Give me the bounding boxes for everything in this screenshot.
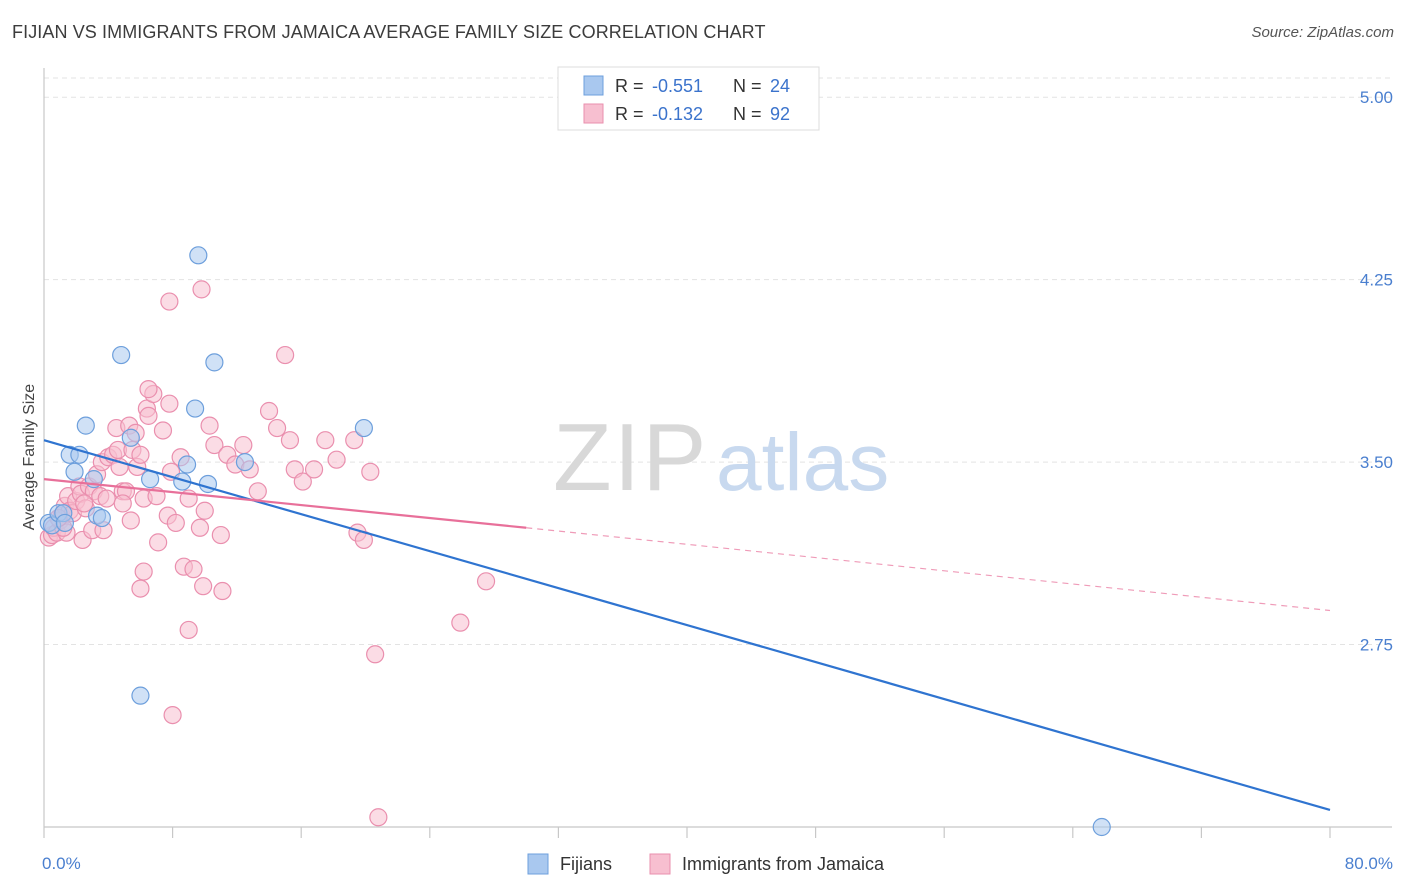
legend-r-value: -0.132: [652, 104, 703, 124]
x-tick-label-start: 0.0%: [42, 854, 81, 873]
x-tick-marks: [43, 827, 1331, 838]
jamaica-point: [113, 494, 132, 513]
legend-n-value: 24: [770, 76, 790, 96]
jamaica-point: [276, 345, 295, 365]
jamaica-point: [200, 416, 219, 435]
legend-n-label: N =: [733, 104, 767, 124]
fijian-point: [55, 513, 74, 533]
fijian-point: [354, 418, 373, 438]
jamaica-trend-line: [43, 478, 527, 529]
watermark-atlas: atlas: [716, 417, 889, 508]
jamaica-point: [195, 501, 214, 520]
fijian-point: [186, 399, 205, 418]
y-tick-label: 5.00: [1360, 88, 1393, 107]
fijian-point: [177, 455, 197, 474]
jamaica-point: [293, 472, 312, 491]
jamaica-point: [205, 435, 224, 455]
chart-source: Source: ZipAtlas.com: [1251, 24, 1394, 41]
fijian-point: [92, 508, 111, 528]
fijian-point: [1092, 817, 1111, 837]
jamaica-point: [476, 572, 496, 591]
jamaica-point: [211, 525, 230, 545]
jamaica-point: [280, 431, 300, 450]
legend-swatch-jamaica: [583, 103, 604, 124]
legend-swatch-fijians: [583, 75, 604, 96]
legend-bottom-swatch-fijians: [527, 853, 549, 875]
legend-bottom-label-jamaica: Immigrants from Jamaica: [682, 854, 885, 874]
y-tick-label: 2.75: [1360, 636, 1393, 655]
y-tick-label: 4.25: [1360, 271, 1393, 290]
jamaica-point: [160, 292, 179, 311]
jamaica-point: [192, 280, 211, 299]
legend-bottom: Fijians Immigrants from Jamaica: [527, 853, 885, 875]
jamaica-point: [139, 406, 158, 425]
jamaica-point: [267, 418, 287, 438]
jamaica-point: [75, 494, 94, 513]
fijian-point: [76, 416, 95, 435]
scatter-points: [39, 246, 1111, 837]
y-tick-label: 3.50: [1360, 453, 1393, 472]
jamaica-point: [131, 579, 150, 598]
jamaica-point: [369, 808, 388, 827]
x-tick-label-end: 80.0%: [1345, 854, 1393, 873]
y-tick-labels: 2.75 3.50 4.25 5.00: [1360, 88, 1393, 654]
jamaica-point: [179, 620, 198, 640]
jamaica-trend-extension: [526, 527, 1331, 612]
legend-r-label: R =: [615, 104, 649, 124]
legend-n-value: 92: [770, 104, 790, 124]
jamaica-point: [149, 533, 168, 552]
jamaica-point: [166, 513, 185, 533]
fijian-point: [131, 686, 150, 705]
legend-r-label: R =: [615, 76, 649, 96]
fijian-point: [189, 246, 208, 265]
jamaica-point: [361, 462, 380, 481]
fijian-point: [112, 345, 131, 365]
jamaica-point: [327, 450, 346, 469]
jamaica-point: [234, 435, 253, 455]
jamaica-point: [316, 431, 335, 450]
jamaica-point: [366, 645, 385, 664]
y-axis-title: Average Family Size: [21, 384, 38, 531]
jamaica-point: [97, 489, 116, 508]
jamaica-point: [160, 394, 179, 413]
fijian-point: [205, 353, 224, 372]
jamaica-point: [259, 401, 279, 421]
jamaica-point: [163, 705, 182, 725]
jamaica-point: [451, 613, 470, 632]
legend-bottom-label-fijians: Fijians: [560, 854, 612, 874]
fijian-point: [121, 428, 140, 447]
jamaica-point: [134, 562, 153, 581]
grid-layer: [44, 77, 1392, 646]
legend-top: R = -0.551 N = 24 R = -0.132 N = 92: [557, 66, 820, 131]
watermark-zip: ZIP: [553, 404, 708, 511]
trend-lines: [43, 439, 1331, 812]
jamaica-point: [139, 380, 158, 399]
jamaica-point: [248, 482, 267, 501]
jamaica-point: [194, 577, 213, 596]
jamaica-point: [190, 518, 210, 537]
legend-bottom-swatch-jamaica: [649, 853, 671, 875]
jamaica-point: [304, 460, 324, 479]
jamaica-point: [345, 431, 364, 450]
jamaica-point: [121, 511, 140, 530]
jamaica-point: [153, 421, 173, 440]
fijian-point: [65, 462, 84, 481]
jamaica-point: [213, 581, 232, 601]
fijian-point: [235, 452, 255, 472]
jamaica-point: [184, 560, 203, 579]
legend-r-value: -0.551: [652, 76, 703, 96]
legend-n-label: N =: [733, 76, 767, 96]
jamaica-point: [131, 445, 150, 464]
chart-title: FIJIAN VS IMMIGRANTS FROM JAMAICA AVERAG…: [12, 22, 766, 42]
